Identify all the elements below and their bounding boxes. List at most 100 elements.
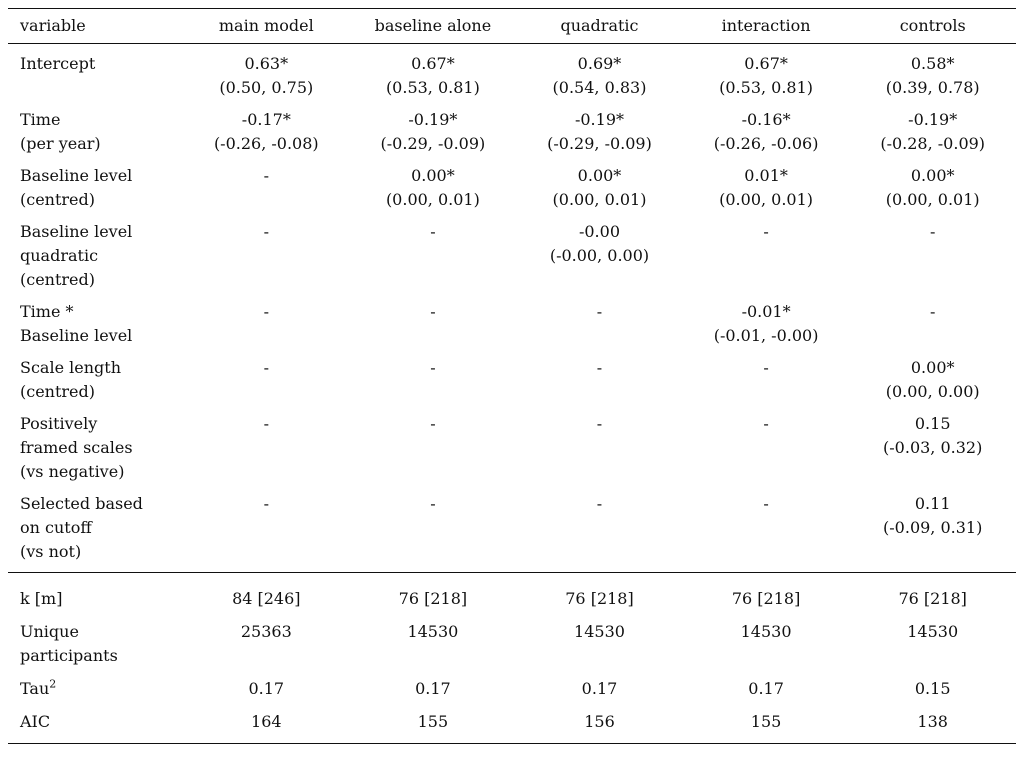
row-label-line: on cutoff <box>20 518 92 537</box>
confidence-interval: (0.50, 0.75) <box>219 78 314 97</box>
row-label-line: Baseline level <box>20 222 133 241</box>
table-cell: 0.15 <box>849 677 1016 710</box>
table-cell: 0.17 <box>183 677 350 710</box>
row-label-line: participants <box>20 646 118 665</box>
row-label: Intercept <box>8 44 183 109</box>
table-row: Unique participants 25363 14530 14530 14530 14… <box>8 620 1016 677</box>
table-cell: 0.00* (0.00, 0.01) <box>516 164 683 220</box>
fit-value: 138 <box>917 712 948 731</box>
estimate-value: -0.17* <box>241 110 291 129</box>
row-label: Unique participants <box>8 620 183 677</box>
row-label-line: k [m] <box>20 589 63 608</box>
row-label: Time * Baseline level <box>8 300 183 356</box>
fit-value: 0.17 <box>581 679 618 698</box>
confidence-interval: (0.54, 0.83) <box>552 78 647 97</box>
table-cell: 0.00* (0.00, 0.01) <box>350 164 517 220</box>
header-baseline-alone: baseline alone <box>374 16 492 35</box>
estimate-value: - <box>263 494 269 513</box>
confidence-interval: (-0.29, -0.09) <box>380 134 486 153</box>
confidence-interval: (-0.01, -0.00) <box>713 326 819 345</box>
row-label-line: Positively <box>20 414 98 433</box>
estimate-value: 0.01* <box>744 166 788 185</box>
row-label: Time (per year) <box>8 108 183 164</box>
confidence-interval: (0.53, 0.81) <box>719 78 814 97</box>
model-fit-rows: k [m] 84 [246] 76 [218] 76 [218] 76 [218] 76 … <box>8 572 1016 744</box>
row-label-line: (vs not) <box>20 542 82 561</box>
estimate-value: 0.58* <box>910 54 955 73</box>
estimate-value: -0.19* <box>908 110 958 129</box>
table-cell: -0.01* (-0.01, -0.00) <box>683 300 850 356</box>
fit-value: 0.15 <box>914 679 951 698</box>
table-cell: 76 [218] <box>849 573 1016 621</box>
table-row: Positively framed scales (vs negative) - - - -… <box>8 412 1016 492</box>
estimate-value: - <box>763 222 769 241</box>
estimate-value: - <box>430 414 436 433</box>
table-cell: - <box>683 220 850 300</box>
fit-value: 164 <box>251 712 282 731</box>
fit-value: 76 [218] <box>565 589 634 608</box>
table-cell: -0.19* (-0.29, -0.09) <box>516 108 683 164</box>
table-cell: 0.00* (0.00, 0.00) <box>849 356 1016 412</box>
row-label: Positively framed scales (vs negative) <box>8 412 183 492</box>
fit-value: 76 [218] <box>731 589 801 608</box>
table-cell: - <box>183 492 350 573</box>
row-label-line: (centred) <box>20 382 96 401</box>
confidence-interval: (0.00, 0.01) <box>719 190 814 209</box>
header-variable: variable <box>20 16 86 35</box>
row-label-line: AIC <box>20 712 51 731</box>
table-cell: - <box>183 412 350 492</box>
table-cell: 155 <box>683 710 850 744</box>
table-row: AIC 164 155 156 155 138 <box>8 710 1016 744</box>
estimate-value: 0.63* <box>244 54 289 73</box>
table-cell: 0.69* (0.54, 0.83) <box>516 44 683 109</box>
table-cell: 84 [246] <box>183 573 350 621</box>
fit-value: 0.17 <box>748 679 784 698</box>
row-label-line: framed scales <box>20 438 133 457</box>
row-label: Baseline level quadratic (centred) <box>8 220 183 300</box>
table-cell: 0.67* (0.53, 0.81) <box>350 44 517 109</box>
table-cell: 14530 <box>516 620 683 677</box>
confidence-interval: (-0.28, -0.09) <box>880 134 986 153</box>
estimate-value: 0.67* <box>411 54 455 73</box>
estimate-value: - <box>596 494 603 513</box>
estimate-value: 0.69* <box>577 54 622 73</box>
table-cell: - <box>516 300 683 356</box>
confidence-interval: (-0.00, 0.00) <box>549 246 650 265</box>
estimate-value: - <box>430 358 436 377</box>
superscript: 2 <box>49 677 57 691</box>
table-cell: -0.17* (-0.26, -0.08) <box>183 108 350 164</box>
confidence-interval: (0.00, 0.01) <box>552 190 647 209</box>
table-cell: - <box>350 220 517 300</box>
row-label-line: (centred) <box>20 190 96 209</box>
table-cell: 14530 <box>849 620 1016 677</box>
coefficient-rows: Intercept 0.63* (0.50, 0.75) 0.67* (0.53, 0.… <box>8 44 1016 573</box>
fit-value: 25363 <box>240 622 292 641</box>
table-cell: - <box>683 356 850 412</box>
row-label-line: Intercept <box>20 54 96 73</box>
estimate-value: - <box>263 414 269 433</box>
confidence-interval: (-0.09, 0.31) <box>883 518 983 537</box>
confidence-interval: (0.53, 0.81) <box>385 78 480 97</box>
confidence-interval: (-0.26, -0.08) <box>213 134 319 153</box>
fit-value: 14530 <box>907 622 959 641</box>
confidence-interval: (0.00, 0.01) <box>385 190 480 209</box>
row-label-line: (centred) <box>20 270 96 289</box>
table-cell: - <box>350 412 517 492</box>
estimate-value: 0.00* <box>910 358 955 377</box>
header-row: variable main model baseline alone quadr… <box>8 8 1016 44</box>
table-row: Baseline level quadratic (centred) - - -0.00 (… <box>8 220 1016 300</box>
confidence-interval: (0.39, 0.78) <box>885 78 980 97</box>
fit-value: 76 [218] <box>398 589 468 608</box>
table-cell: 0.01* (0.00, 0.01) <box>683 164 850 220</box>
estimate-value: - <box>263 222 269 241</box>
table-cell: 0.00* (0.00, 0.01) <box>849 164 1016 220</box>
table-cell: 138 <box>849 710 1016 744</box>
estimate-value: -0.19* <box>574 110 624 129</box>
table-row: Intercept 0.63* (0.50, 0.75) 0.67* (0.53, 0.… <box>8 44 1016 109</box>
row-label-line: Tau <box>20 679 50 698</box>
table-cell: -0.00 (-0.00, 0.00) <box>516 220 683 300</box>
estimate-value: 0.67* <box>744 54 788 73</box>
table-cell: 0.17 <box>683 677 850 710</box>
table-cell: - <box>350 492 517 573</box>
